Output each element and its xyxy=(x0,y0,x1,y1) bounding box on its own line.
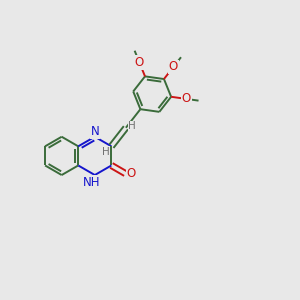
Text: H: H xyxy=(102,147,110,157)
Text: O: O xyxy=(135,56,144,69)
Text: N: N xyxy=(90,125,99,138)
Text: NH: NH xyxy=(83,176,100,189)
Text: O: O xyxy=(126,167,135,180)
Text: O: O xyxy=(169,61,178,74)
Text: H: H xyxy=(128,121,136,131)
Text: O: O xyxy=(182,92,191,105)
